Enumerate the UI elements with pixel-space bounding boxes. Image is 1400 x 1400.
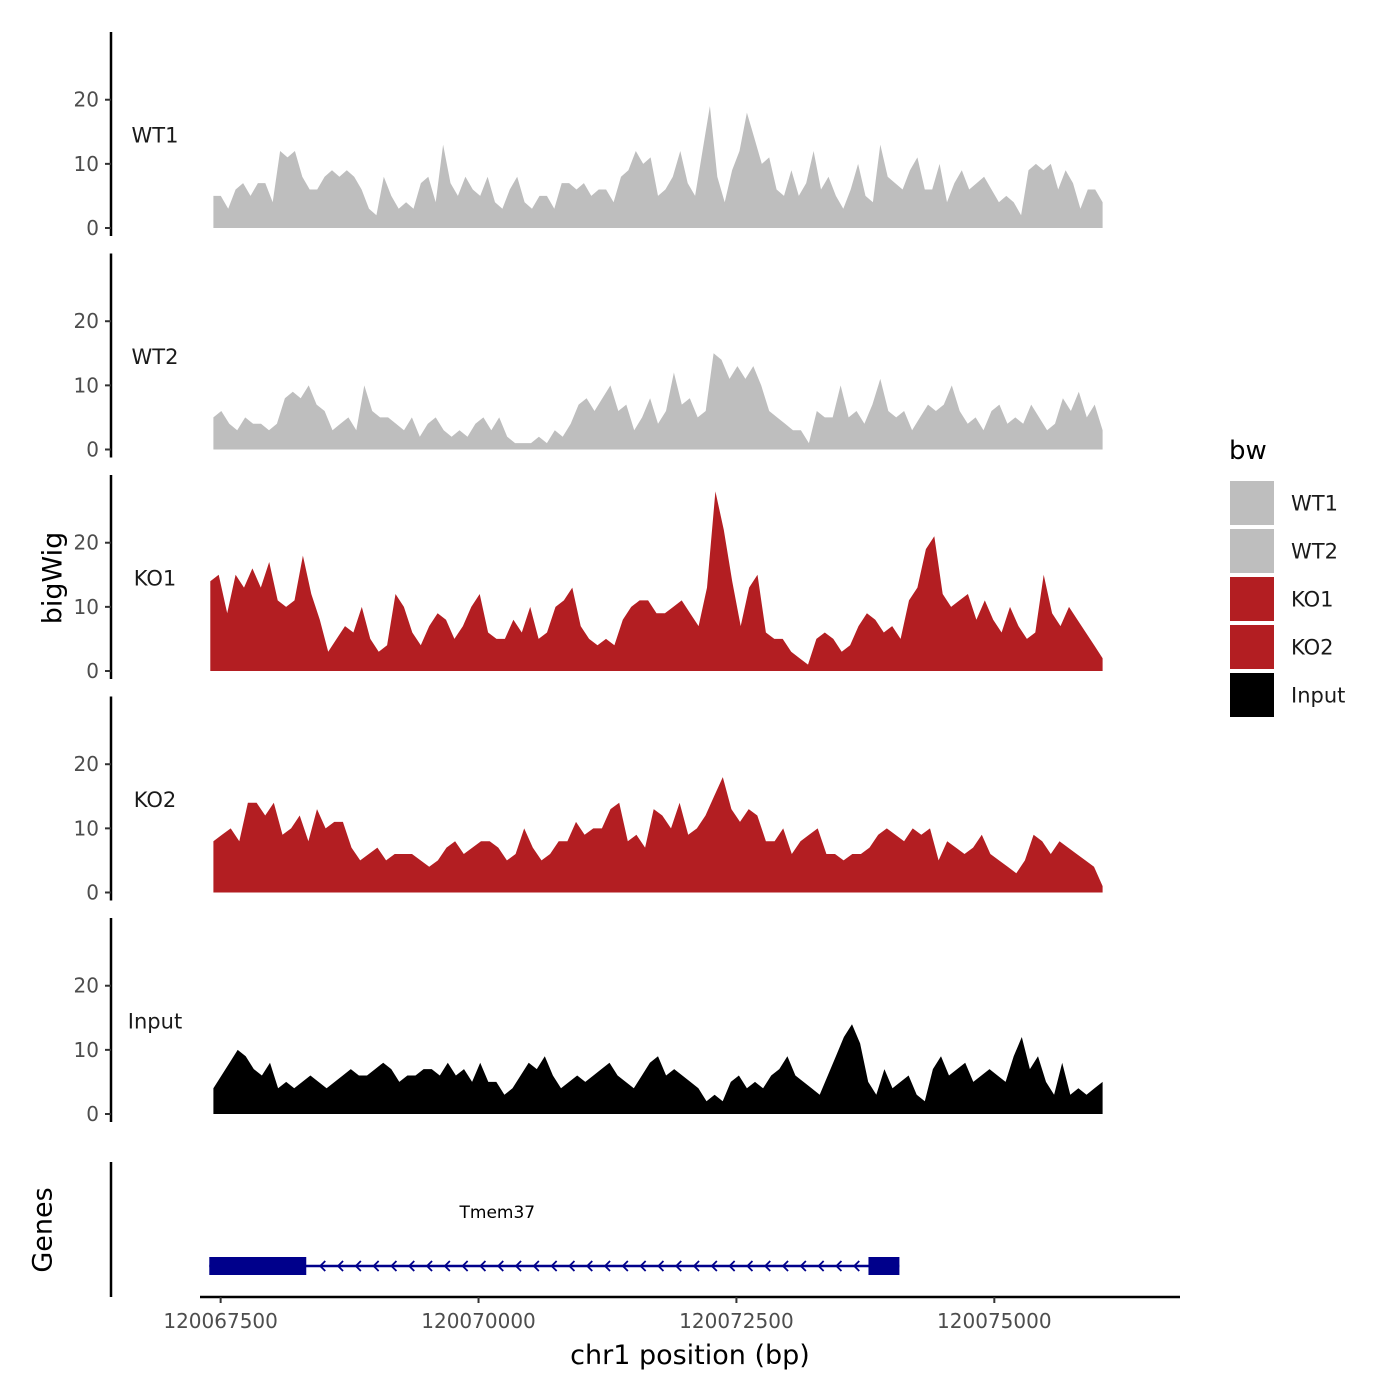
strand-arrow bbox=[710, 1260, 718, 1272]
x-axis-title: chr1 position (bp) bbox=[570, 1340, 810, 1371]
y-tick-label: 0 bbox=[86, 438, 99, 462]
legend-item-ko1: KO1 bbox=[1230, 577, 1334, 621]
exon-block bbox=[868, 1257, 900, 1275]
legend-label: WT1 bbox=[1291, 491, 1338, 515]
legend-label: KO2 bbox=[1291, 635, 1334, 659]
y-tick-label: 20 bbox=[74, 531, 99, 555]
y-tick-label: 20 bbox=[74, 88, 99, 112]
x-axis: 120067500 120070000 120072500 120075000 bbox=[163, 1295, 1180, 1333]
track-label: WT2 bbox=[132, 345, 179, 369]
strand-arrow bbox=[514, 1260, 522, 1272]
y-tick-label: 0 bbox=[86, 216, 99, 240]
strand-arrow bbox=[852, 1260, 860, 1272]
strand-arrow bbox=[372, 1260, 380, 1272]
gene-name: Tmem37 bbox=[459, 1203, 536, 1223]
strand-arrow bbox=[817, 1260, 825, 1272]
gene-track: Tmem37 bbox=[109, 1162, 900, 1297]
genes-axis-title: Genes bbox=[27, 1187, 58, 1272]
gene-tmem37: Tmem37 bbox=[209, 1203, 900, 1275]
strand-arrow bbox=[318, 1260, 326, 1272]
y-tick-label: 10 bbox=[74, 373, 99, 397]
strand-arrow bbox=[390, 1260, 398, 1272]
legend-item-wt1: WT1 bbox=[1230, 481, 1338, 525]
y-tick-label: 10 bbox=[74, 816, 99, 840]
track-input: 0 10 20 Input bbox=[74, 918, 1103, 1126]
signal-area-wt2 bbox=[213, 353, 1103, 450]
strand-arrow bbox=[657, 1260, 665, 1272]
y-tick-label: 0 bbox=[86, 1102, 99, 1126]
strand-arrow bbox=[568, 1260, 576, 1272]
strand-arrow bbox=[621, 1260, 629, 1272]
strand-arrow bbox=[496, 1260, 504, 1272]
y-tick-label: 20 bbox=[74, 309, 99, 333]
signal-area-ko2 bbox=[213, 777, 1103, 893]
x-tick-label: 120070000 bbox=[421, 1309, 536, 1333]
legend-item-ko2: KO2 bbox=[1230, 625, 1334, 669]
strand-arrow bbox=[550, 1260, 558, 1272]
strand-arrow bbox=[336, 1260, 344, 1272]
track-label: WT1 bbox=[132, 123, 179, 147]
x-tick-label: 120067500 bbox=[163, 1309, 278, 1333]
y-tick-label: 10 bbox=[74, 595, 99, 619]
track-label: KO2 bbox=[134, 788, 177, 812]
strand-arrow bbox=[746, 1260, 754, 1272]
legend-key-swatch bbox=[1230, 577, 1274, 621]
strand-arrow bbox=[781, 1260, 789, 1272]
strand-arrow bbox=[425, 1260, 433, 1272]
legend-label: Input bbox=[1291, 683, 1345, 707]
track-wt1: 0 10 20 WT1 bbox=[74, 32, 1103, 240]
strand-arrow bbox=[407, 1260, 415, 1272]
track-label: KO1 bbox=[134, 566, 177, 590]
strand-arrow bbox=[443, 1260, 451, 1272]
track-ko1: 0 10 20 KO1 bbox=[74, 475, 1103, 683]
strand-arrow bbox=[461, 1260, 469, 1272]
strand-arrow bbox=[639, 1260, 647, 1272]
legend-item-input: Input bbox=[1230, 673, 1345, 717]
x-tick-label: 120075000 bbox=[937, 1309, 1052, 1333]
legend-item-wt2: WT2 bbox=[1230, 529, 1338, 573]
x-tick-label: 120072500 bbox=[679, 1309, 794, 1333]
track-wt2: 0 10 20 WT2 bbox=[74, 253, 1103, 462]
signal-area-input bbox=[213, 1024, 1103, 1114]
track-ko2: 0 10 20 KO2 bbox=[74, 696, 1103, 905]
y-tick-label: 10 bbox=[74, 1038, 99, 1062]
track-label: Input bbox=[128, 1009, 182, 1033]
exon-block bbox=[209, 1257, 307, 1275]
legend-label: KO1 bbox=[1291, 587, 1334, 611]
strand-arrow bbox=[585, 1260, 593, 1272]
strand-arrow bbox=[603, 1260, 611, 1272]
legend-key-swatch bbox=[1230, 625, 1274, 669]
y-tick-label: 10 bbox=[74, 152, 99, 176]
strand-arrow bbox=[532, 1260, 540, 1272]
strand-arrow bbox=[799, 1260, 807, 1272]
y-tick-label: 20 bbox=[74, 974, 99, 998]
legend-label: WT2 bbox=[1291, 539, 1338, 563]
strand-arrow bbox=[479, 1260, 487, 1272]
strand-arrow bbox=[763, 1260, 771, 1272]
legend-key-swatch bbox=[1230, 529, 1274, 573]
legend-key-swatch bbox=[1230, 673, 1274, 717]
y-tick-label: 20 bbox=[74, 752, 99, 776]
legend-key-swatch bbox=[1230, 481, 1274, 525]
y-tick-label: 0 bbox=[86, 881, 99, 905]
strand-arrow bbox=[835, 1260, 843, 1272]
legend: bw WT1 WT2 KO1 KO2 Input bbox=[1229, 436, 1345, 717]
strand-arrow bbox=[728, 1260, 736, 1272]
strand-arrow bbox=[692, 1260, 700, 1272]
strand-arrow bbox=[354, 1260, 362, 1272]
y-tick-label: 0 bbox=[86, 659, 99, 683]
signal-tracks: 0 10 20 WT1 0 10 20 WT2 0 10 20 KO1 0 10 20 KO2 0 10 20 Inp… bbox=[74, 32, 1103, 1126]
strand-arrow bbox=[674, 1260, 682, 1272]
y-axis-title: bigWig bbox=[37, 532, 68, 625]
signal-area-ko1 bbox=[210, 491, 1103, 671]
legend-title: bw bbox=[1229, 436, 1267, 466]
signal-area-wt1 bbox=[213, 106, 1103, 228]
